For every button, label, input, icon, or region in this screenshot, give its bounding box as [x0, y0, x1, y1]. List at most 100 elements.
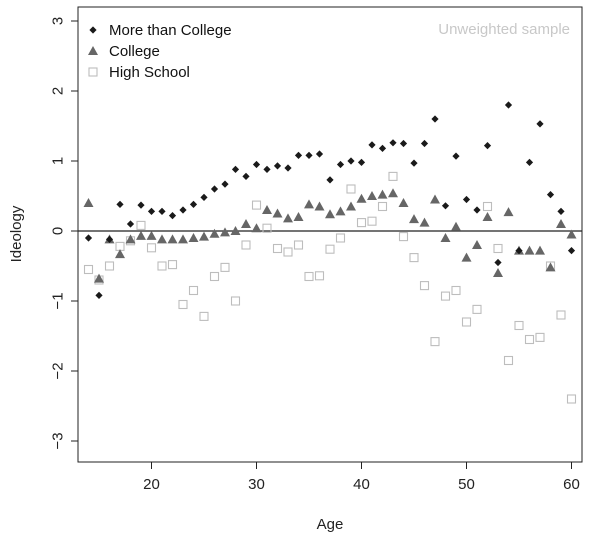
data-point-triangle	[440, 233, 451, 242]
data-point-triangle	[83, 198, 94, 207]
data-point-diamond	[567, 247, 576, 255]
x-tick-label: 40	[353, 476, 370, 493]
data-point-square	[251, 200, 262, 210]
data-point-square	[220, 262, 230, 272]
y-tick-label: −3	[50, 432, 67, 449]
data-point-triangle	[325, 209, 335, 219]
legend-symbol	[88, 46, 98, 55]
data-point-square	[209, 271, 220, 282]
data-point-triangle	[188, 233, 199, 242]
data-point-diamond	[305, 151, 313, 159]
data-point-diamond	[116, 200, 124, 208]
data-point-triangle	[178, 234, 188, 244]
data-point-diamond	[420, 139, 429, 148]
data-point-diamond	[315, 150, 324, 158]
data-point-diamond	[452, 152, 460, 160]
data-point-square	[482, 201, 493, 212]
data-point-diamond	[557, 207, 565, 215]
data-point-triangle	[157, 234, 167, 244]
y-axis-title: Ideology	[8, 205, 25, 262]
data-point-diamond	[189, 200, 198, 208]
data-point-triangle	[335, 206, 346, 216]
data-point-diamond	[494, 258, 502, 267]
data-point-triangle	[398, 198, 409, 207]
data-point-diamond	[399, 139, 408, 148]
data-point-square	[514, 320, 524, 331]
data-point-triangle	[461, 252, 472, 262]
data-point-square	[503, 355, 514, 366]
legend-marker-square	[88, 67, 98, 77]
data-point-triangle	[167, 234, 178, 244]
data-points	[83, 101, 577, 404]
data-point-square	[146, 243, 157, 253]
data-point-triangle	[220, 227, 230, 237]
y-tick-label: 0	[50, 227, 67, 235]
data-point-square	[356, 218, 367, 228]
legend-marker-triangle	[88, 46, 98, 55]
data-point-triangle	[241, 219, 251, 228]
data-point-diamond	[294, 151, 303, 159]
legend-item-high-school: High School	[88, 64, 190, 81]
data-point-triangle	[388, 188, 398, 198]
data-point-square	[388, 171, 398, 181]
data-point-diamond	[210, 185, 219, 193]
data-point-square	[461, 317, 472, 327]
data-point-triangle	[94, 273, 104, 283]
data-point-square	[419, 281, 430, 291]
y-axis: −3 −2 −1 0 1 2 3	[50, 17, 78, 450]
data-point-triangle	[136, 230, 146, 240]
annotation-text: Unweighted sample	[438, 21, 570, 38]
data-point-diamond	[221, 180, 229, 188]
data-point-square	[199, 311, 209, 321]
data-point-diamond	[200, 193, 208, 201]
data-point-triangle	[535, 245, 545, 255]
legend-item-more-than-college: More than College	[89, 22, 232, 39]
data-point-diamond	[410, 159, 418, 167]
data-point-triangle	[293, 212, 304, 221]
data-point-diamond	[252, 160, 261, 169]
data-point-triangle	[125, 234, 136, 244]
data-point-diamond	[179, 206, 187, 214]
data-point-triangle	[503, 207, 514, 217]
plot-frame	[77, 6, 583, 463]
x-axis: 20 30 40 50 60	[143, 462, 580, 493]
data-point-triangle	[409, 214, 419, 224]
data-point-diamond	[347, 157, 355, 165]
legend-label-college: College	[109, 43, 160, 60]
data-point-triangle	[251, 223, 262, 233]
data-point-triangle	[545, 262, 556, 272]
data-point-diamond	[441, 202, 450, 210]
legend: More than College College High School	[88, 22, 232, 81]
y-tick-label: 1	[50, 157, 67, 165]
series-diamond	[84, 101, 576, 299]
data-point-diamond	[137, 201, 145, 209]
y-tick-label: −1	[50, 292, 67, 309]
data-point-triangle	[377, 189, 388, 199]
data-point-diamond	[168, 212, 177, 220]
data-point-square	[440, 291, 451, 301]
data-point-square	[430, 337, 440, 347]
data-point-square	[535, 332, 545, 342]
data-point-square	[346, 184, 356, 194]
data-point-square	[556, 310, 566, 320]
legend-item-college: College	[88, 43, 160, 60]
data-point-diamond	[147, 207, 156, 215]
legend-marker-diamond	[89, 26, 97, 34]
data-point-square	[241, 240, 251, 250]
data-point-square	[188, 285, 199, 296]
data-point-triangle	[451, 221, 461, 231]
x-tick-label: 60	[563, 476, 580, 493]
data-point-square	[293, 240, 304, 250]
data-point-square	[493, 243, 503, 254]
data-point-triangle	[346, 201, 356, 211]
data-point-diamond	[273, 162, 282, 170]
series-triangle	[83, 188, 577, 283]
data-point-diamond	[378, 144, 387, 152]
data-point-square	[398, 232, 409, 242]
data-point-triangle	[272, 208, 283, 218]
data-point-diamond	[462, 195, 471, 204]
x-tick-label: 50	[458, 476, 475, 493]
data-point-triangle	[314, 201, 325, 211]
data-point-square	[230, 296, 241, 306]
